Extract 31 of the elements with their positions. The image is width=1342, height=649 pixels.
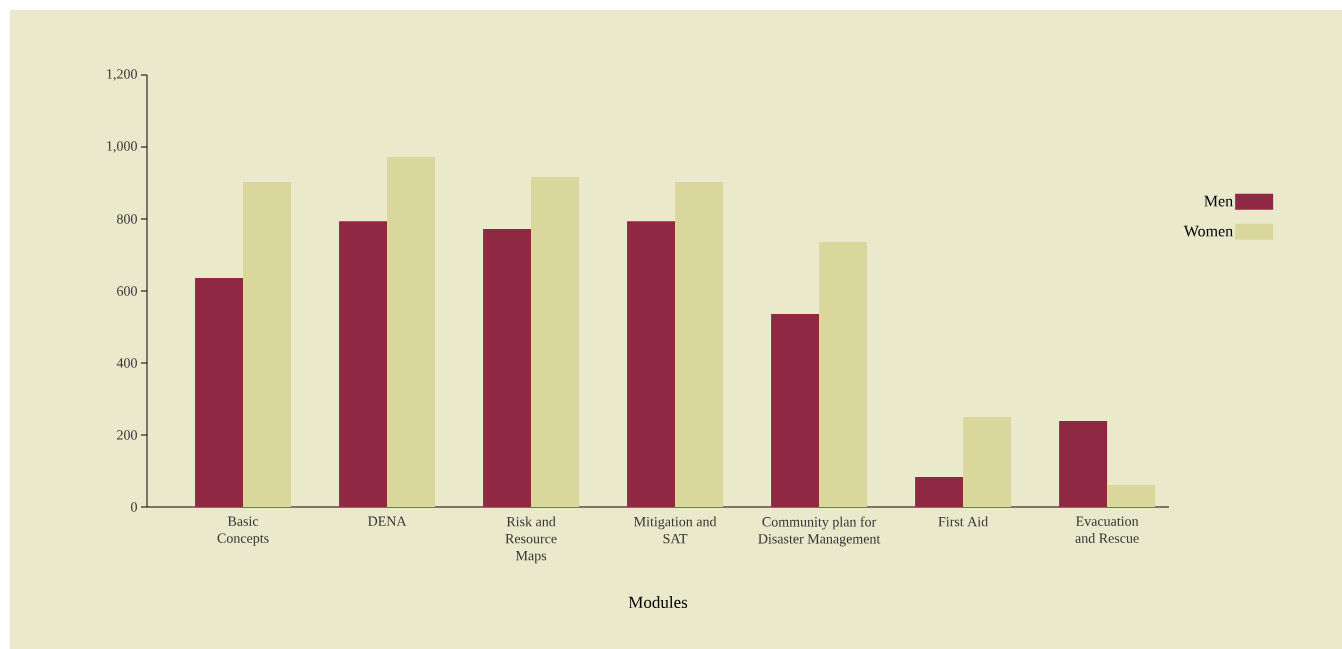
- y-tick-label: 1,200: [107, 69, 137, 81]
- bar: [771, 314, 820, 507]
- x-tick-label: Evacuation and Rescue: [1075, 516, 1139, 543]
- y-tick-label: 400: [116, 358, 137, 368]
- bar: [531, 176, 580, 507]
- bar: [819, 242, 868, 507]
- x-tick-label: Community plan for Disaster Management: [758, 516, 881, 547]
- bar: [195, 278, 244, 507]
- y-tick-label: 800: [117, 214, 137, 224]
- y-tick-label: 200: [117, 430, 137, 440]
- x-tick-label: First Aid: [938, 516, 989, 527]
- y-tick-label: 0: [131, 502, 137, 512]
- bar: [243, 181, 292, 507]
- legend-label: Women: [1183, 225, 1233, 237]
- x-tick-label: Mitigation and SAT: [634, 516, 717, 544]
- x-tick-label: Basic Concepts: [217, 516, 269, 546]
- bar: [915, 477, 964, 507]
- bar: [963, 417, 1012, 507]
- bar: [1107, 485, 1156, 507]
- x-tick-label: DENA: [368, 516, 407, 526]
- bar: [483, 229, 532, 507]
- x-axis-title: Modules: [628, 596, 688, 609]
- bar: [387, 157, 436, 507]
- x-tick-label: Risk and Resource Maps: [505, 516, 557, 564]
- bar: [339, 221, 388, 507]
- bar: [675, 181, 724, 507]
- legend-label: Men: [1204, 195, 1233, 207]
- bar: [1059, 420, 1108, 507]
- y-tick-label: 600: [117, 286, 137, 296]
- y-tick-label: 1,000: [107, 141, 137, 153]
- bar: [627, 221, 676, 507]
